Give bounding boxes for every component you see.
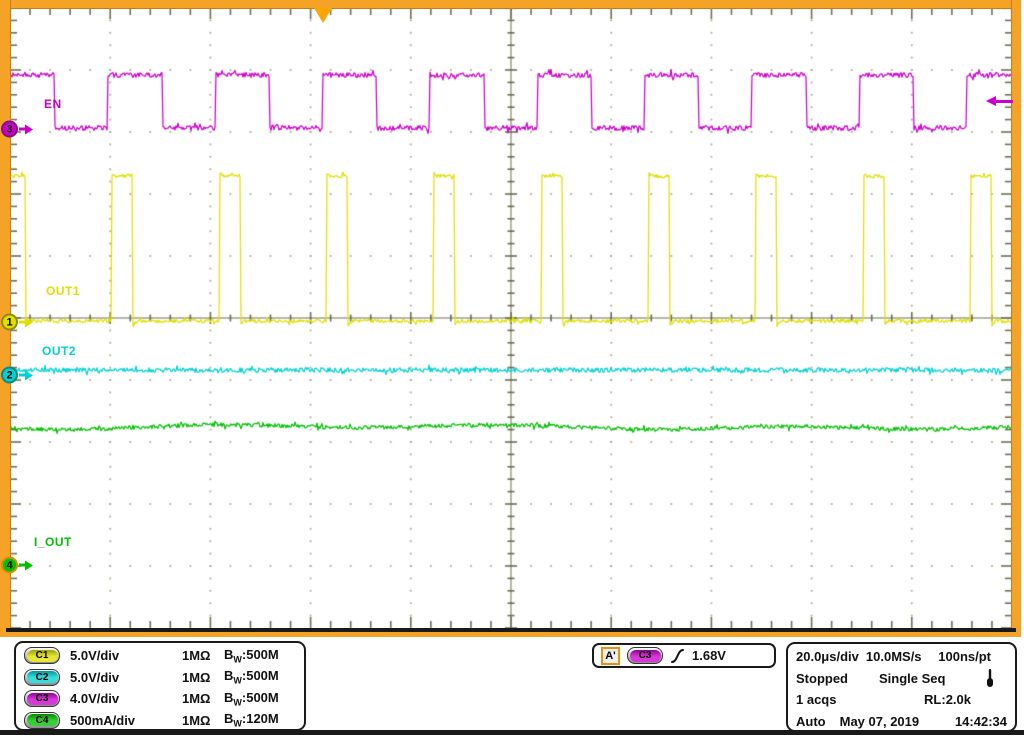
trigger-level-arrow-head: [986, 96, 996, 106]
channel-2-badge: 2: [1, 366, 18, 384]
timebase-row-3: 1 acqs RL:2.0k: [796, 689, 1007, 711]
trace-label-iout: I_OUT: [34, 535, 72, 549]
time-display: 14:42:34: [954, 713, 1007, 729]
plot-frame-right: [1011, 0, 1021, 637]
trace-label-en: EN: [44, 97, 62, 111]
plot-frame-bottom: [0, 632, 1020, 637]
timebase-row-1: 20.0μs/div 10.0MS/s 100ns/pt: [796, 646, 1007, 668]
sample-rate: 10.0MS/s: [865, 649, 922, 665]
timebase-row-4: Auto May 07, 2019 14:42:34: [796, 711, 1007, 733]
rising-edge-slope-icon: [671, 648, 684, 663]
channel-1-bandwidth: BW:500M: [224, 646, 279, 665]
channel-2-position-marker[interactable]: 2: [1, 366, 33, 384]
channel-2-settings-row[interactable]: C2 5.0V/div 1MΩ BW:500M: [24, 667, 296, 689]
channel-3-scale: 4.0V/div: [70, 691, 120, 707]
acquisition-state: Stopped: [796, 670, 848, 686]
channel-3-settings-row[interactable]: C3 4.0V/div 1MΩ BW:500M: [24, 688, 296, 710]
trigger-level-arrow-icon[interactable]: [986, 96, 1013, 106]
channel-settings-box: C1 5.0V/div 1MΩ BW:500M C2 5.0V/div 1MΩ …: [14, 641, 306, 731]
channel-3-arrow-icon: [19, 124, 33, 134]
channel-2-pill-badge: C2: [24, 668, 60, 686]
single-seq-indicator-icon: [987, 669, 993, 688]
channel-4-arrow-icon: [19, 560, 33, 570]
acquisition-count: 1 acqs: [796, 692, 837, 708]
trace-label-out2: OUT2: [42, 344, 77, 358]
graticule-and-traces-canvas: [0, 0, 1024, 640]
screen-bottom-divider: [0, 730, 1024, 735]
channel-4-settings-row[interactable]: C4 500mA/div 1MΩ BW:120M: [24, 710, 296, 732]
trigger-position-marker-icon[interactable]: [314, 8, 332, 23]
channel-1-scale: 5.0V/div: [70, 648, 120, 664]
channel-4-scale: 500mA/div: [70, 712, 136, 728]
channel-1-position-marker[interactable]: 1: [1, 313, 33, 331]
trigger-level-arrow-stem: [996, 99, 1013, 103]
trigger-level-value: 1.68V: [692, 648, 726, 663]
channel-2-bandwidth: BW:500M: [224, 668, 279, 687]
channel-3-position-marker[interactable]: 3: [1, 120, 33, 138]
timebase-row-2: Stopped Single Seq: [796, 668, 1007, 690]
record-length: RL:2.0k: [924, 692, 971, 708]
channel-4-pill-badge: C4: [24, 711, 60, 729]
trigger-readout-box[interactable]: A' C3 1.68V: [592, 643, 776, 668]
sample-resolution: 100ns/pt: [938, 649, 991, 665]
trace-label-out1: OUT1: [46, 284, 81, 298]
date-display: May 07, 2019: [839, 713, 920, 729]
channel-4-position-marker[interactable]: 4: [1, 556, 33, 574]
trigger-a-prime-indicator: A': [601, 646, 620, 665]
channel-1-badge: 1: [1, 313, 18, 331]
channel-2-arrow-icon: [19, 370, 33, 380]
channel-3-badge: 3: [1, 120, 18, 138]
channel-1-arrow-icon: [19, 317, 33, 327]
channel-3-impedance: 1MΩ: [182, 691, 211, 707]
trigger-source-pill-badge: C3: [627, 647, 663, 664]
channel-1-impedance: 1MΩ: [182, 648, 211, 664]
timebase-readout-box: 20.0μs/div 10.0MS/s 100ns/pt Stopped Sin…: [786, 642, 1017, 732]
channel-3-bandwidth: BW:500M: [224, 689, 279, 708]
channel-2-scale: 5.0V/div: [70, 669, 120, 685]
channel-4-impedance: 1MΩ: [182, 712, 211, 728]
channel-2-impedance: 1MΩ: [182, 669, 211, 685]
channel-3-pill-badge: C3: [24, 690, 60, 708]
trigger-mode: Auto: [796, 713, 826, 729]
timebase-scale: 20.0μs/div: [796, 649, 859, 665]
acquisition-mode: Single Seq: [879, 670, 946, 686]
channel-1-settings-row[interactable]: C1 5.0V/div 1MΩ BW:500M: [24, 645, 296, 667]
channel-4-bandwidth: BW:120M: [224, 711, 279, 730]
plot-frame-top: [0, 0, 1020, 9]
channel-4-badge: 4: [1, 556, 18, 574]
channel-1-pill-badge: C1: [24, 647, 60, 665]
plot-frame-bottom-line: [6, 628, 1016, 632]
